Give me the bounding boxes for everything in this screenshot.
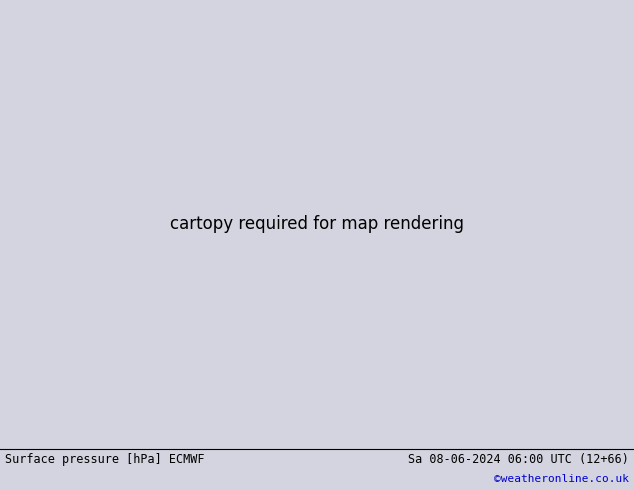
Text: Sa 08-06-2024 06:00 UTC (12+66): Sa 08-06-2024 06:00 UTC (12+66): [408, 453, 629, 466]
Text: ©weatheronline.co.uk: ©weatheronline.co.uk: [494, 474, 629, 484]
Text: cartopy required for map rendering: cartopy required for map rendering: [170, 215, 464, 233]
Text: Surface pressure [hPa] ECMWF: Surface pressure [hPa] ECMWF: [5, 453, 205, 466]
